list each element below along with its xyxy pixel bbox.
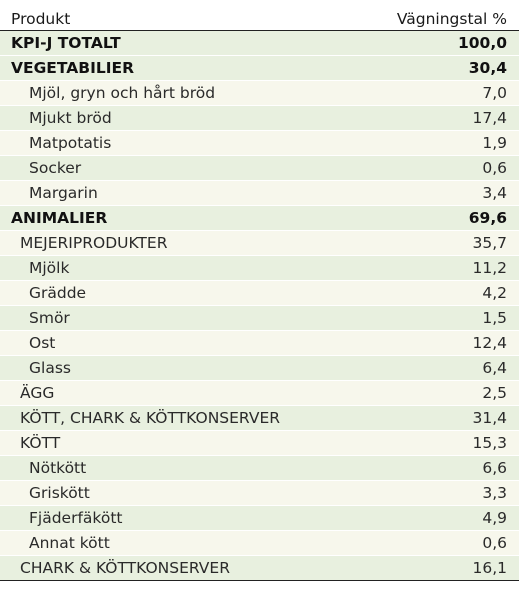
row-label: KÖTT, CHARK & KÖTTKONSERVER [20, 409, 281, 427]
row-value: 4,2 [482, 284, 507, 302]
table-row: Ost 12,4 [0, 331, 519, 356]
row-value: 1,9 [482, 134, 507, 152]
table-row: ÄGG 2,5 [0, 381, 519, 406]
table-row: Grädde 4,2 [0, 281, 519, 306]
row-label: Grädde [29, 284, 87, 302]
row-label: Mjukt bröd [29, 109, 112, 127]
row-value: 15,3 [472, 434, 507, 452]
table-row: Mjölk 11,2 [0, 256, 519, 281]
table-row: Smör 1,5 [0, 306, 519, 331]
row-label: KÖTT [20, 434, 61, 452]
table-row: Socker 0,6 [0, 156, 519, 181]
row-label: Matpotatis [29, 134, 112, 152]
row-value: 100,0 [457, 34, 507, 52]
row-value: 7,0 [482, 84, 507, 102]
row-value: 69,6 [468, 209, 507, 227]
row-label: Glass [29, 359, 71, 377]
row-value: 4,9 [482, 509, 507, 527]
row-value: 0,6 [482, 159, 507, 177]
row-label: CHARK & KÖTTKONSERVER [20, 559, 230, 577]
row-value: 2,5 [482, 384, 507, 402]
table-row: KPI-J TOTALT 100,0 [0, 31, 519, 56]
weights-table: Produkt Vägningstal % KPI-J TOTALT 100,0… [0, 0, 519, 581]
table-row: Fjäderfäkött 4,9 [0, 506, 519, 531]
row-value: 11,2 [472, 259, 507, 277]
table-row: Glass 6,4 [0, 356, 519, 381]
row-value: 16,1 [472, 559, 507, 577]
row-label: Mjöl, gryn och hårt bröd [29, 84, 216, 102]
row-value: 35,7 [472, 234, 507, 252]
table-row: Nötkött 6,6 [0, 456, 519, 481]
table-row: ANIMALIER 69,6 [0, 206, 519, 231]
row-label: Annat kött [29, 534, 110, 552]
header-weight: Vägningstal % [396, 10, 507, 28]
row-label: ÄGG [20, 384, 55, 402]
row-label: Nötkött [29, 459, 87, 477]
row-value: 6,4 [482, 359, 507, 377]
row-label: Griskött [29, 484, 90, 502]
row-label: Margarin [29, 184, 98, 202]
row-value: 3,3 [482, 484, 507, 502]
table-row: CHARK & KÖTTKONSERVER 16,1 [0, 556, 519, 581]
row-label: Smör [29, 309, 70, 327]
table-row: MEJERIPRODUKTER 35,7 [0, 231, 519, 256]
row-value: 30,4 [468, 59, 507, 77]
row-label: Fjäderfäkött [29, 509, 123, 527]
row-label: KPI-J TOTALT [11, 34, 121, 52]
table-row: VEGETABILIER 30,4 [0, 56, 519, 81]
table-header: Produkt Vägningstal % [0, 0, 519, 31]
header-product: Produkt [11, 10, 71, 28]
row-value: 17,4 [472, 109, 507, 127]
row-value: 0,6 [482, 534, 507, 552]
row-label: VEGETABILIER [11, 59, 135, 77]
table-row: Matpotatis 1,9 [0, 131, 519, 156]
row-label: Ost [29, 334, 56, 352]
row-value: 3,4 [482, 184, 507, 202]
table-row: Mjukt bröd 17,4 [0, 106, 519, 131]
table-row: KÖTT 15,3 [0, 431, 519, 456]
row-label: ANIMALIER [11, 209, 108, 227]
row-label: Socker [29, 159, 82, 177]
row-value: 31,4 [472, 409, 507, 427]
table-row: Mjöl, gryn och hårt bröd 7,0 [0, 81, 519, 106]
table-row: Margarin 3,4 [0, 181, 519, 206]
table-row: Griskött 3,3 [0, 481, 519, 506]
table-row: KÖTT, CHARK & KÖTTKONSERVER 31,4 [0, 406, 519, 431]
row-label: Mjölk [29, 259, 70, 277]
row-value: 12,4 [472, 334, 507, 352]
table-row: Annat kött 0,6 [0, 531, 519, 556]
row-label: MEJERIPRODUKTER [20, 234, 168, 252]
row-value: 1,5 [482, 309, 507, 327]
row-value: 6,6 [482, 459, 507, 477]
